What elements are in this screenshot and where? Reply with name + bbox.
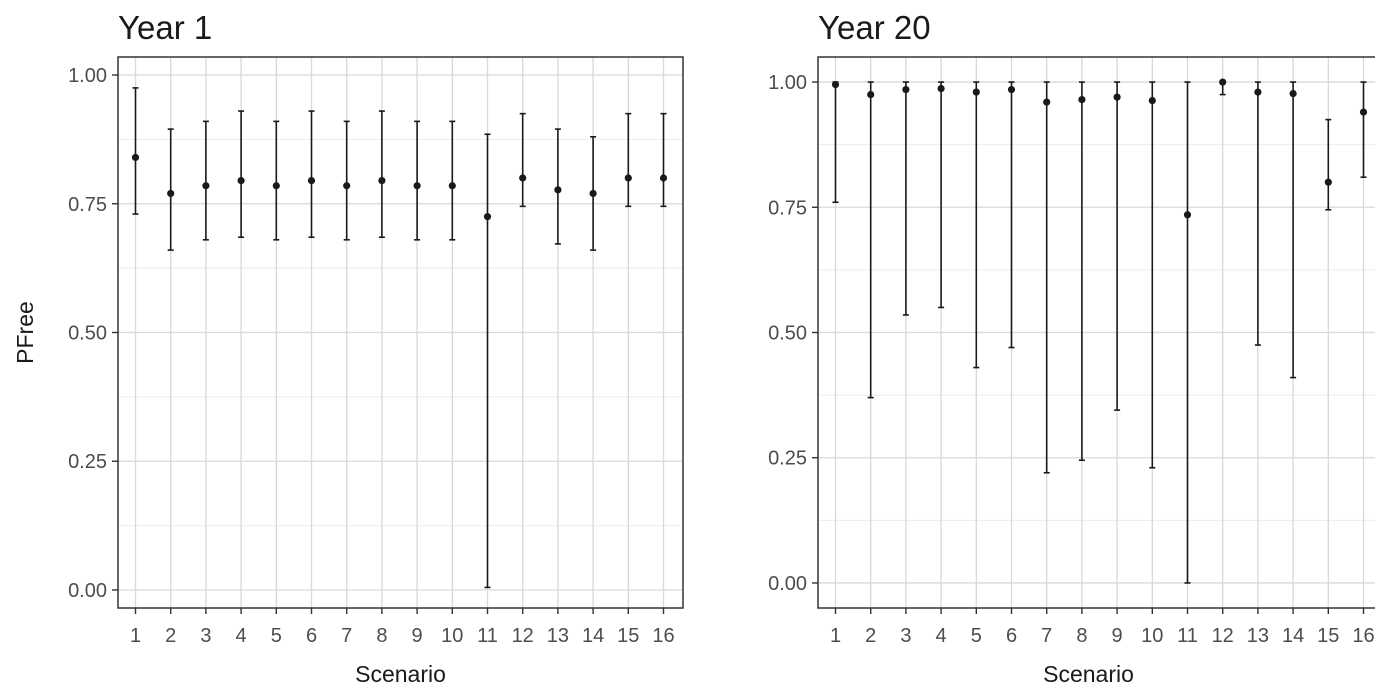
year20-point-13 <box>1254 88 1262 96</box>
year20-point-2 <box>867 90 875 99</box>
year20-point-14 <box>1289 89 1297 98</box>
year20-x-tick-label-12: 12 <box>1212 625 1234 647</box>
year1-x-tick-label-12: 12 <box>512 625 534 647</box>
year20-point-9 <box>1113 93 1121 101</box>
year1-x-tick-label-10: 10 <box>441 625 463 647</box>
year20-x-tick-label-16: 16 <box>1352 625 1374 647</box>
year1-point-6 <box>307 176 316 185</box>
year1-x-tick-label-16: 16 <box>652 625 674 647</box>
year20-y-tick-label: 1.00 <box>768 72 807 94</box>
year1-point-12 <box>519 174 527 182</box>
year1-x-tick-label-7: 7 <box>341 625 352 647</box>
year20-x-axis-title: Scenario <box>1043 661 1134 685</box>
year1-title: Year 1 <box>118 9 212 46</box>
year1-x-tick-label-6: 6 <box>306 625 317 647</box>
year20-plot-area <box>818 57 1375 608</box>
year20-point-3 <box>902 85 910 94</box>
year1-point-5 <box>272 182 280 190</box>
year20-x-tick-label-4: 4 <box>936 625 947 647</box>
year1-point-14 <box>589 189 597 198</box>
year1-point-4 <box>237 176 245 185</box>
year20-point-6 <box>1007 85 1016 94</box>
year20-y-tick-label: 0.50 <box>768 323 807 345</box>
year20-point-1 <box>831 80 840 89</box>
year20-x-tick-label-11: 11 <box>1177 625 1198 647</box>
year1-panel: 0.000.250.500.751.001 2 3 4 5 6 7 8 9 10 11 12 13 14 1… <box>12 9 684 687</box>
year20-y-tick-label: 0.00 <box>768 573 807 595</box>
year20-x-tick-label-15: 15 <box>1317 625 1339 647</box>
year20-point-5 <box>972 88 980 96</box>
year20-point-16 <box>1359 108 1368 116</box>
year1-x-tick-label-13: 13 <box>547 625 569 647</box>
year1-x-tick-label-11: 11 <box>477 625 498 647</box>
year1-plot-area <box>118 57 683 608</box>
year20-x-tick-label-9: 9 <box>1112 625 1123 647</box>
year1-x-tick-label-5: 5 <box>271 625 282 647</box>
year1-y-tick-label: 0.75 <box>68 194 107 216</box>
year20-x-tick-label-2: 2 <box>865 625 876 647</box>
year20-x-tick-label-10: 10 <box>1141 625 1163 647</box>
year1-y-tick-label: 0.50 <box>68 323 107 345</box>
year1-point-11 <box>483 213 492 221</box>
year1-point-2 <box>167 189 175 198</box>
year1-point-15 <box>624 174 632 182</box>
year20-point-12 <box>1219 78 1227 86</box>
year20-x-tick-label-1: 1 <box>830 625 841 647</box>
year20-y-tick-label: 0.25 <box>768 448 807 470</box>
year1-y-tick-label: 0.00 <box>68 580 107 602</box>
year20-y-tick-label: 0.75 <box>768 197 807 219</box>
year1-x-tick-label-2: 2 <box>165 625 176 647</box>
year1-y-tick-label: 1.00 <box>68 65 107 87</box>
year20-x-tick-label-6: 6 <box>1006 625 1017 647</box>
year20-point-11 <box>1183 211 1192 219</box>
year1-point-1 <box>131 153 140 162</box>
year1-x-tick-label-9: 9 <box>412 625 423 647</box>
year1-x-tick-label-15: 15 <box>617 625 639 647</box>
year1-point-16 <box>659 174 668 182</box>
year20-x-tick-label-8: 8 <box>1076 625 1087 647</box>
year1-point-10 <box>448 182 456 190</box>
year1-x-axis-title: Scenario <box>355 661 446 685</box>
year1-x-tick-label-14: 14 <box>582 625 604 647</box>
year20-point-10 <box>1148 96 1156 105</box>
year1-point-8 <box>378 176 386 185</box>
year20-panel: 0.000.250.500.751.001 2 3 4 5 6 7 8 9 10 11 12 13 14 1… <box>768 9 1375 687</box>
year20-point-15 <box>1324 178 1332 186</box>
year1-x-tick-label-8: 8 <box>376 625 387 647</box>
year1-y-axis-title: PFree <box>12 301 38 364</box>
year20-x-tick-label-7: 7 <box>1041 625 1052 647</box>
year1-point-9 <box>413 182 421 190</box>
year1-x-tick-label-1: 1 <box>130 625 141 647</box>
year20-x-tick-label-3: 3 <box>900 625 911 647</box>
year20-point-4 <box>937 84 945 93</box>
year1-point-3 <box>202 182 210 190</box>
year20-x-tick-label-5: 5 <box>971 625 982 647</box>
year20-point-8 <box>1078 95 1086 104</box>
year20-point-7 <box>1043 98 1051 106</box>
year1-x-tick-label-3: 3 <box>200 625 211 647</box>
year1-point-7 <box>343 182 351 190</box>
year20-title: Year 20 <box>818 9 931 46</box>
year1-point-13 <box>554 186 562 194</box>
year1-x-tick-label-4: 4 <box>236 625 247 647</box>
year20-x-tick-label-13: 13 <box>1247 625 1269 647</box>
year20-x-tick-label-14: 14 <box>1282 625 1304 647</box>
year1-y-tick-label: 0.25 <box>68 451 107 473</box>
